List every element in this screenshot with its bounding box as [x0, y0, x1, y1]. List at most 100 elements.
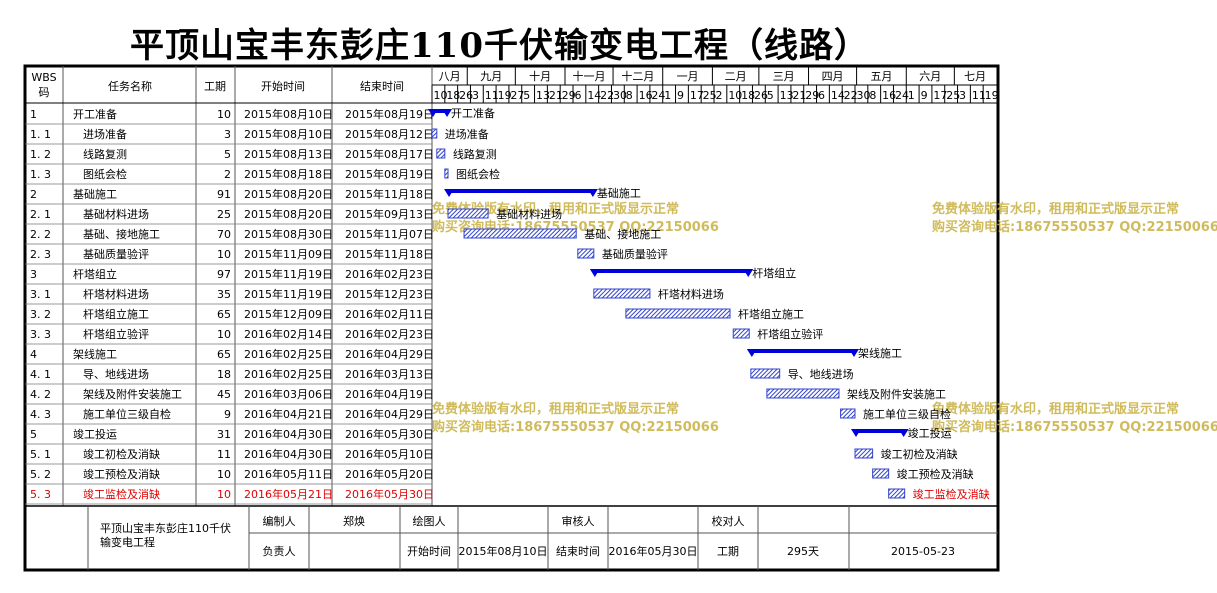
task-bar — [447, 208, 489, 219]
task-end: 2015年11月07日 — [345, 227, 434, 241]
watermark-line1: 免费体验版有水印，租用和正式版显示正常 — [932, 201, 1179, 217]
footer-editor: 郑焕 — [343, 514, 365, 528]
day-label: 29 — [805, 89, 819, 102]
day-label: 13 — [536, 89, 550, 102]
task-duration: 10 — [217, 108, 231, 121]
day-label: 21 — [549, 89, 563, 102]
bar-label: 竣工初检及消缺 — [881, 447, 958, 461]
day-label: 6 — [818, 89, 825, 102]
watermark-line1: 免费体验版有水印，租用和正式版显示正常 — [932, 401, 1179, 417]
day-label: 16 — [639, 89, 653, 102]
bar-label: 架线及附件安装施工 — [847, 387, 946, 401]
task-bar — [463, 228, 577, 239]
footer-duration-label: 工期 — [717, 545, 739, 558]
task-start: 2015年11月09日 — [244, 247, 333, 261]
task-bar — [444, 168, 449, 179]
summary-start-marker — [428, 109, 438, 117]
task-start: 2016年02月25日 — [244, 347, 333, 361]
task-duration: 31 — [217, 428, 231, 441]
task-name: 杆塔材料进场 — [83, 287, 149, 301]
task-name: 杆塔组立 — [73, 267, 117, 281]
task-end: 2016年04月29日 — [345, 407, 434, 421]
task-end: 2016年02月23日 — [345, 327, 434, 341]
bar-label: 杆塔材料进场 — [658, 287, 724, 301]
day-label: 6 — [575, 89, 582, 102]
task-bar — [766, 388, 840, 399]
day-label: 21 — [792, 89, 806, 102]
summary-bar — [448, 189, 594, 193]
day-label: 13 — [780, 89, 794, 102]
task-bar — [888, 488, 906, 499]
task-end: 2016年04月29日 — [345, 347, 434, 361]
task-start: 2015年11月19日 — [244, 287, 333, 301]
bar-label: 杆塔组立验评 — [757, 327, 823, 341]
footer-start: 2015年08月10日 — [459, 544, 548, 558]
bar-label: 架线施工 — [858, 346, 902, 360]
day-label: 19 — [985, 89, 999, 102]
bar-label: 基础质量验评 — [602, 247, 668, 261]
bar-label: 基础、接地施工 — [584, 228, 661, 241]
summary-start-marker — [851, 429, 861, 437]
task-name: 线路复测 — [83, 147, 127, 161]
day-label: 24 — [895, 89, 909, 102]
day-label: 16 — [882, 89, 896, 102]
footer-duration: 295天 — [787, 545, 819, 558]
bar-label: 竣工监检及消缺 — [913, 487, 990, 501]
day-label: 14 — [831, 89, 845, 102]
task-start: 2015年08月18日 — [244, 167, 333, 181]
task-wbs: 4 — [30, 348, 37, 361]
task-wbs: 3. 3 — [30, 328, 51, 341]
task-wbs: 5 — [30, 428, 37, 441]
task-wbs: 5. 2 — [30, 468, 51, 481]
task-name: 竣工投运 — [73, 427, 117, 441]
footer-project-line1: 平顶山宝丰东彭庄110千伏 — [100, 521, 231, 535]
summary-bar — [855, 429, 905, 433]
task-duration: 10 — [217, 488, 231, 501]
task-wbs: 2 — [30, 188, 37, 201]
day-label: 18 — [741, 89, 755, 102]
task-name: 架线施工 — [73, 347, 117, 361]
task-name: 竣工预检及消缺 — [83, 467, 160, 481]
task-start: 2016年04月30日 — [244, 447, 333, 461]
task-end: 2016年03月13日 — [345, 367, 434, 381]
day-label: 8 — [626, 89, 633, 102]
bar-label: 基础施工 — [597, 187, 641, 200]
footer-end: 2016年05月30日 — [609, 544, 698, 558]
page-title: 平顶山宝丰东彭庄110千伏输变电工程（线路） — [130, 26, 869, 66]
bar-label: 基础材料进场 — [496, 207, 562, 221]
task-duration: 18 — [217, 368, 231, 381]
day-label: 25 — [703, 89, 717, 102]
month-label: 五月 — [870, 70, 892, 83]
task-name: 开工准备 — [73, 107, 117, 121]
footer-start-label: 开始时间 — [407, 544, 451, 558]
task-end: 2016年02月23日 — [345, 267, 434, 281]
bar-label: 施工单位三级自检 — [863, 407, 951, 421]
day-label: 9 — [677, 89, 684, 102]
task-duration: 35 — [217, 288, 231, 301]
task-name: 施工单位三级自检 — [83, 407, 171, 421]
task-start: 2015年08月20日 — [244, 187, 333, 201]
task-name: 杆塔组立施工 — [83, 307, 149, 321]
day-label: 1 — [664, 89, 671, 102]
task-bar — [750, 368, 781, 379]
footer-date: 2015-05-23 — [891, 545, 955, 558]
bar-label: 杆塔组立施工 — [738, 307, 804, 321]
wbs-header-line2: 码 — [39, 86, 50, 99]
task-end: 2015年11月18日 — [345, 247, 434, 261]
month-label: 十二月 — [621, 69, 654, 83]
task-bar — [732, 328, 750, 339]
task-wbs: 2. 2 — [30, 228, 51, 241]
task-name: 进场准备 — [83, 127, 127, 141]
day-label: 27 — [510, 89, 524, 102]
footer-checker-label: 校对人 — [712, 514, 745, 528]
footer-editor-label: 编制人 — [263, 514, 296, 528]
watermark-line1: 免费体验版有水印，租用和正式版显示正常 — [432, 201, 679, 217]
bar-label: 杆塔组立 — [752, 266, 796, 280]
day-label: 18 — [446, 89, 460, 102]
summary-bar — [750, 349, 855, 353]
task-name: 竣工初检及消缺 — [83, 447, 160, 461]
start-header: 开始时间 — [261, 79, 305, 93]
task-start: 2015年08月10日 — [244, 107, 333, 121]
task-name: 基础材料进场 — [83, 207, 149, 221]
task-end: 2015年12月23日 — [345, 287, 434, 301]
